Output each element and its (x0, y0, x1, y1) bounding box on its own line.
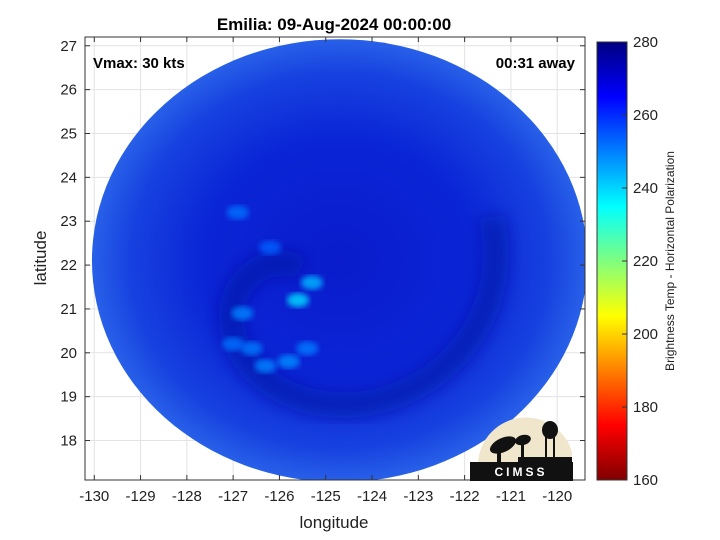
water-tower (542, 421, 558, 439)
x-tick-label: -128 (172, 488, 202, 505)
x-tick-label: -127 (218, 488, 248, 505)
y-tick-label: 22 (60, 257, 77, 274)
x-tick-label: -130 (79, 488, 109, 505)
colorbar-label: Brightness Temp - Horizontal Polarizatio… (663, 151, 677, 371)
y-axis-ticks: 18 19 20 21 22 23 24 25 26 27 (60, 38, 585, 450)
x-tick-label: -124 (357, 488, 387, 505)
colorbar-ticks: 160 180 200 220 240 260 280 (622, 34, 658, 489)
colorbar-tick-label: 240 (633, 180, 658, 197)
colorbar-tick-label: 260 (633, 107, 658, 124)
x-tick-label: -121 (496, 488, 526, 505)
warm-feature (240, 341, 263, 356)
warm-feature (226, 205, 249, 220)
colorbar-tick-label: 280 (633, 34, 658, 51)
spiral-band (218, 214, 509, 419)
time-offset-annotation: 00:31 away (496, 55, 576, 72)
x-tick-label: -126 (264, 488, 294, 505)
y-tick-label: 27 (60, 38, 77, 55)
chart-title: Emilia: 09-Aug-2024 00:00:00 (217, 15, 451, 34)
y-tick-label: 26 (60, 82, 77, 99)
colorbar-tick-label: 200 (633, 326, 658, 343)
logo-text: CIMSS (494, 465, 547, 479)
y-tick-label: 20 (60, 345, 77, 362)
warm-feature (296, 341, 319, 356)
cimss-logo: CIMSS (470, 417, 573, 481)
x-axis-label: longitude (299, 513, 368, 532)
x-axis-ticks: -130 -129 -128 -127 -126 -125 -124 -123 -122 -121… (79, 37, 572, 505)
warm-feature (254, 358, 277, 373)
y-tick-label: 23 (60, 213, 77, 230)
y-axis-label: latitude (31, 231, 50, 286)
y-tick-label: 21 (60, 301, 77, 318)
logo-dish (489, 436, 517, 454)
warm-feature (259, 240, 282, 255)
swath-disk (92, 39, 585, 480)
x-tick-label: -129 (126, 488, 156, 505)
logo-dish-2 (515, 434, 531, 446)
x-tick-label: -125 (311, 488, 341, 505)
warm-feature (300, 275, 323, 290)
y-tick-label: 19 (60, 389, 77, 406)
y-tick-label: 25 (60, 125, 77, 142)
y-tick-label: 24 (60, 169, 77, 186)
colorbar-tick-label: 180 (633, 399, 658, 416)
x-tick-label: -122 (450, 488, 480, 505)
colorbar-tick-label: 160 (633, 472, 658, 489)
y-tick-label: 18 (60, 433, 77, 450)
warm-feature (231, 306, 254, 321)
x-tick-label: -120 (542, 488, 572, 505)
warm-feature (222, 337, 245, 352)
axes-frame (84, 36, 586, 481)
vmax-annotation: Vmax: 30 kts (93, 55, 185, 72)
warm-feature (286, 293, 309, 308)
warm-features (222, 205, 323, 373)
logo-banner (470, 462, 573, 481)
x-tick-label: -123 (403, 488, 433, 505)
colorbar-tick-label: 220 (633, 253, 658, 270)
warm-feature (277, 354, 300, 369)
plot-area (85, 37, 585, 480)
